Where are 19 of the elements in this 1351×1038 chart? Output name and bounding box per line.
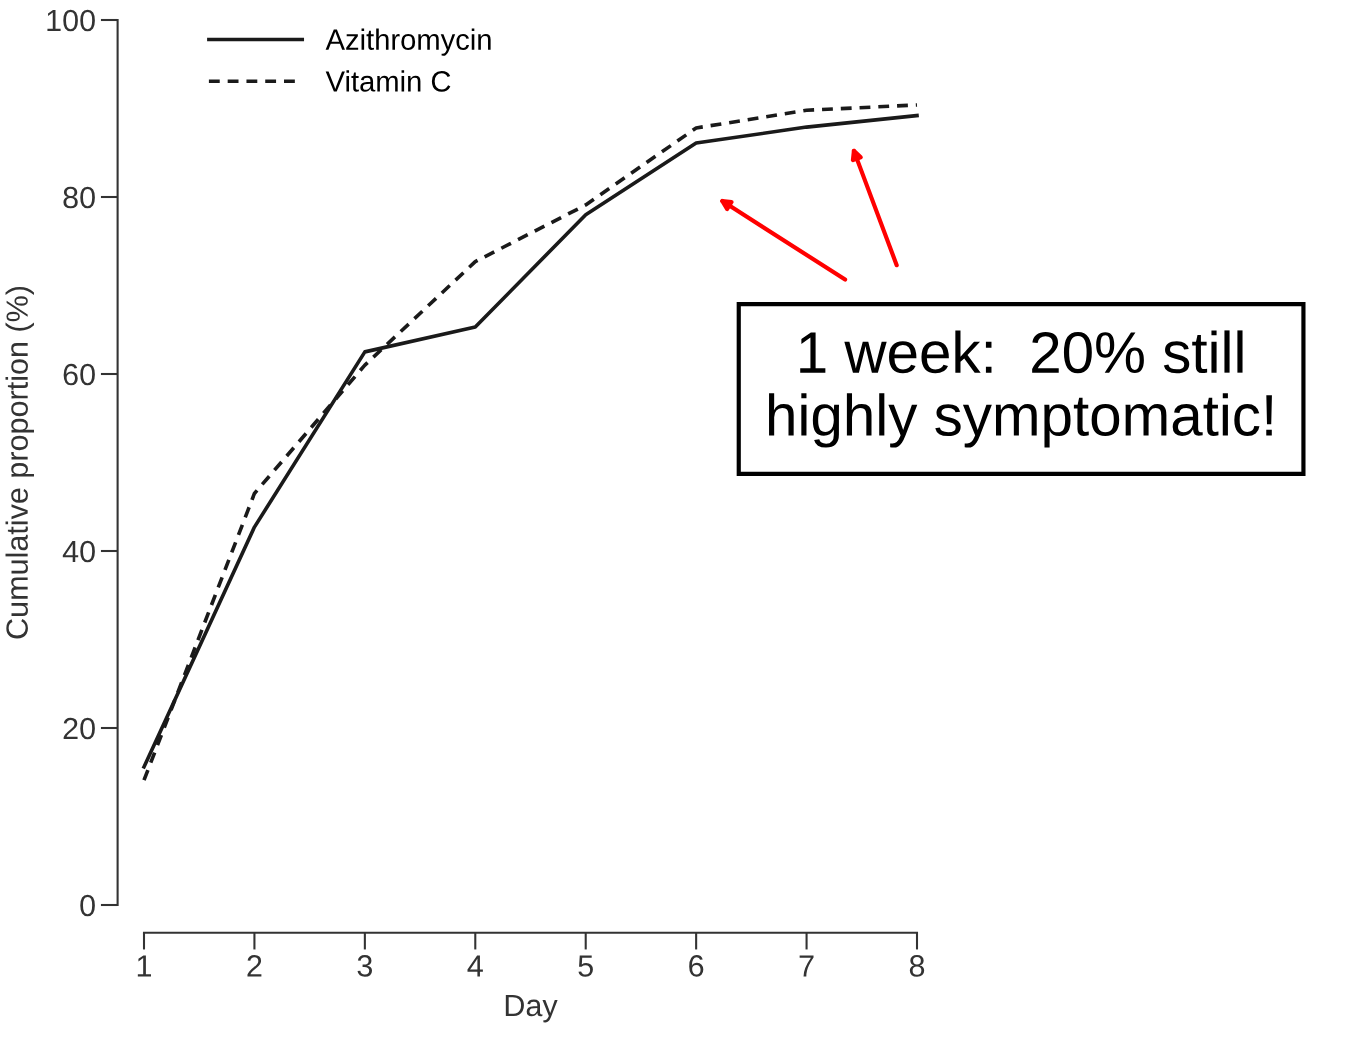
y-axis-title: Cumulative proportion (%)	[5, 286, 34, 639]
y-tick-label: 80	[63, 186, 95, 209]
x-tick-label: 6	[689, 955, 704, 977]
annotation: 1 week: 20% still highly symptomatic!	[769, 330, 1272, 448]
x-tick-label: 4	[467, 955, 483, 977]
x-axis-title: Day	[505, 995, 558, 1023]
x-tick-label: 1	[137, 955, 152, 977]
x-tick-label: 7	[799, 955, 814, 977]
x-tick-label: 5	[578, 955, 593, 977]
legend-label: Azithromycin	[325, 28, 491, 56]
x-tick-label: 8	[909, 955, 925, 977]
y-tick-label: 40	[62, 540, 95, 563]
x-tick-label: 2	[247, 955, 262, 977]
y-tick-label: 100	[47, 9, 95, 32]
x-tick-label: 3	[357, 955, 373, 977]
y-tick-label: 0	[80, 894, 95, 917]
y-tick-label: 20	[63, 717, 95, 740]
legend-label: Vitamin C	[325, 70, 451, 92]
y-tick-label: 60	[63, 363, 95, 386]
